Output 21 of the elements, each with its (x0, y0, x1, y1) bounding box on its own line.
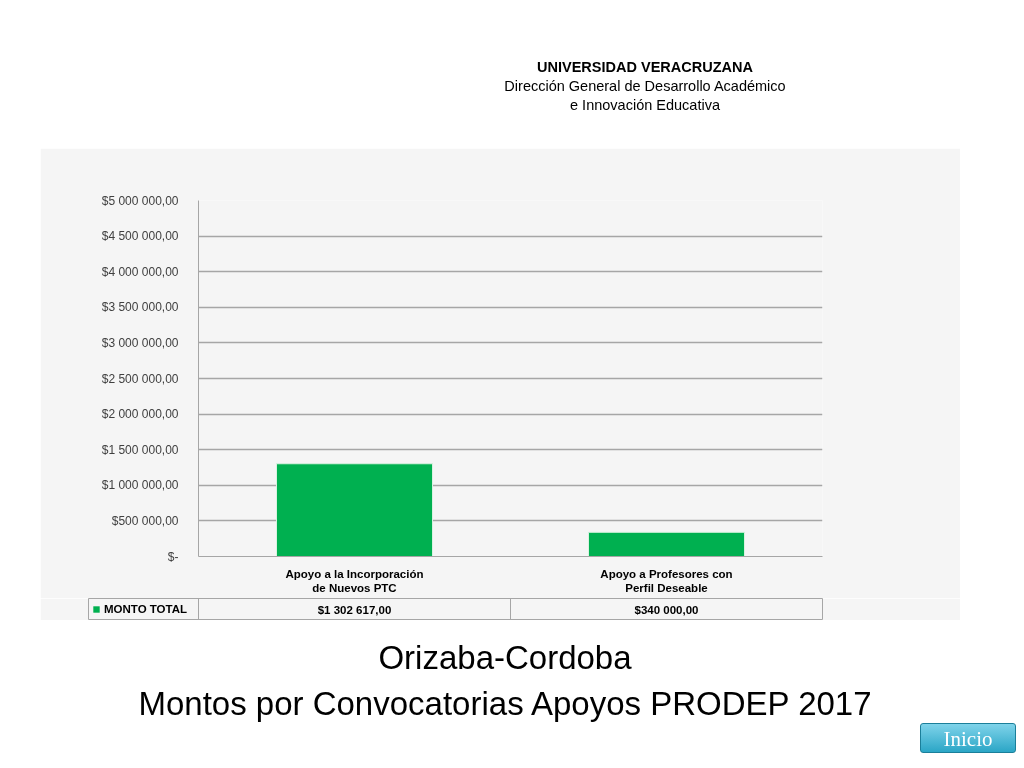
y-tick-label: $3 000 000,00 (101, 335, 179, 350)
text: Orizaba-Cordoba (377, 638, 633, 678)
legend-label: MONTO TOTAL (104, 602, 188, 616)
y-tick-label: $3 500 000,00 (101, 300, 179, 315)
text: UNIVERSIDAD VERACRUZANA (536, 58, 754, 77)
y-tick-label: $4 000 000,00 (101, 264, 179, 279)
x-tick-label: Apoyo a Profesores con Perfil Deseable (600, 567, 733, 594)
y-tick-label: $5 000 000,00 (101, 193, 179, 208)
text: Dirección General de Desarrollo Académico e Innovación Educativa (503, 77, 787, 115)
y-tick-label: $2 500 000,00 (101, 371, 179, 386)
data-label: $340 000,00 (634, 603, 699, 616)
y-tick-label: $1 500 000,00 (101, 442, 179, 457)
y-tick-label: $4 500 000,00 (101, 229, 179, 244)
y-tick-label: $500 000,00 (111, 513, 179, 528)
y-tick-label: $1 000 000,00 (101, 478, 179, 493)
y-tick-label: $2 000 000,00 (101, 407, 179, 422)
x-tick-label: Apoyo a la Incorporación de Nuevos PTC (285, 567, 424, 594)
data-label: $1 302 617,00 (317, 603, 392, 616)
text: Montos por Convocatorias Apoyos PRODEP 2017 (137, 684, 873, 724)
text: Inicio (920, 723, 1016, 753)
y-tick-label: $- (167, 549, 179, 564)
